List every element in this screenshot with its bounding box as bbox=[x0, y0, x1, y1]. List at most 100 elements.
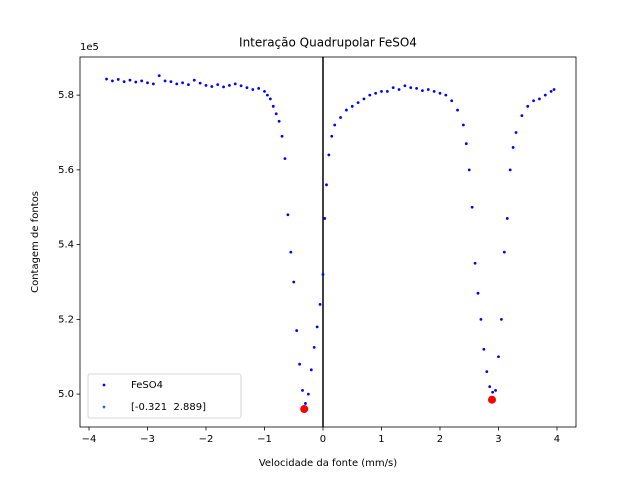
data-point bbox=[274, 112, 278, 116]
data-point bbox=[426, 88, 430, 91]
data-point bbox=[280, 134, 284, 138]
data-point bbox=[134, 80, 138, 84]
y-tick-label: 5.0 bbox=[58, 389, 74, 400]
data-point bbox=[485, 370, 489, 374]
data-point bbox=[511, 146, 515, 149]
data-point bbox=[198, 81, 202, 85]
data-point bbox=[421, 89, 424, 93]
data-point bbox=[500, 317, 503, 321]
data-point bbox=[304, 402, 307, 405]
data-point bbox=[362, 97, 366, 101]
data-point bbox=[146, 81, 149, 85]
data-point bbox=[169, 80, 173, 84]
legend-marker bbox=[102, 405, 106, 409]
data-point bbox=[479, 317, 483, 321]
data-point bbox=[245, 86, 249, 90]
data-point bbox=[301, 388, 304, 392]
data-point bbox=[508, 168, 512, 172]
data-point bbox=[450, 99, 454, 103]
data-point bbox=[323, 217, 327, 220]
data-point bbox=[233, 82, 237, 86]
data-point bbox=[216, 83, 220, 87]
data-point bbox=[432, 89, 436, 93]
data-point bbox=[268, 97, 272, 101]
data-point bbox=[295, 329, 299, 332]
data-point bbox=[344, 108, 348, 112]
data-point bbox=[514, 131, 518, 134]
data-point bbox=[327, 153, 331, 157]
data-point bbox=[552, 88, 556, 91]
data-point bbox=[464, 142, 468, 146]
data-point bbox=[333, 123, 337, 127]
data-point bbox=[470, 205, 474, 209]
x-tick-label: −2 bbox=[199, 434, 214, 445]
data-point bbox=[266, 93, 269, 97]
x-tick-label: −4 bbox=[82, 434, 97, 445]
data-point bbox=[526, 104, 530, 108]
data-point bbox=[380, 89, 383, 93]
data-point bbox=[140, 79, 144, 83]
data-point bbox=[312, 345, 316, 349]
data-point bbox=[289, 250, 293, 254]
data-point bbox=[444, 93, 448, 97]
data-point bbox=[438, 91, 442, 95]
y-axis-label: Contagem de fontos bbox=[30, 191, 41, 293]
y-tick-label: 5.2 bbox=[58, 314, 74, 325]
data-point bbox=[222, 85, 225, 89]
data-point bbox=[116, 78, 120, 81]
data-point bbox=[397, 88, 401, 91]
data-point bbox=[157, 74, 161, 78]
data-point bbox=[487, 395, 496, 404]
x-tick-label: 2 bbox=[437, 434, 443, 445]
legend-marker bbox=[102, 383, 106, 387]
chart-title: Interação Quadrupolar FeSO4 bbox=[239, 36, 417, 50]
data-point bbox=[181, 81, 185, 85]
data-point bbox=[204, 84, 208, 87]
legend-label: FeSO4 bbox=[131, 380, 163, 391]
data-point bbox=[497, 355, 500, 359]
data-point bbox=[277, 119, 281, 123]
data-point bbox=[257, 86, 261, 90]
data-point bbox=[339, 116, 342, 119]
data-point bbox=[321, 273, 325, 276]
data-point bbox=[505, 217, 509, 220]
data-point bbox=[374, 91, 378, 95]
data-point bbox=[309, 368, 313, 372]
data-point bbox=[502, 250, 506, 254]
data-point bbox=[239, 84, 243, 88]
data-point bbox=[491, 390, 495, 394]
data-point bbox=[318, 303, 322, 306]
data-point bbox=[306, 392, 310, 396]
x-axis-label: Velocidade da fonte (mm/s) bbox=[259, 458, 397, 469]
data-point bbox=[210, 85, 214, 88]
data-point bbox=[549, 89, 553, 93]
data-point bbox=[520, 114, 524, 118]
data-point bbox=[543, 93, 547, 97]
y-tick-label: 5.8 bbox=[58, 90, 74, 101]
data-point bbox=[368, 93, 372, 97]
data-point bbox=[488, 385, 492, 389]
data-point bbox=[538, 97, 541, 101]
data-point bbox=[350, 104, 354, 108]
data-point bbox=[461, 123, 465, 127]
y-offset-label: 1e5 bbox=[80, 42, 99, 53]
data-point bbox=[263, 89, 266, 93]
data-point bbox=[151, 82, 155, 86]
data-point bbox=[385, 89, 389, 93]
data-point bbox=[403, 84, 407, 88]
data-point bbox=[456, 108, 459, 112]
data-point bbox=[271, 104, 275, 108]
data-point bbox=[163, 79, 167, 83]
data-point bbox=[105, 77, 108, 81]
data-point bbox=[286, 213, 290, 217]
x-tick-label: −3 bbox=[140, 434, 155, 445]
data-point bbox=[325, 183, 328, 187]
x-tick-label: 4 bbox=[554, 434, 560, 445]
data-point bbox=[283, 157, 287, 161]
legend-box bbox=[87, 373, 242, 419]
data-point bbox=[228, 84, 231, 87]
data-point bbox=[192, 78, 196, 82]
data-point bbox=[415, 86, 418, 90]
